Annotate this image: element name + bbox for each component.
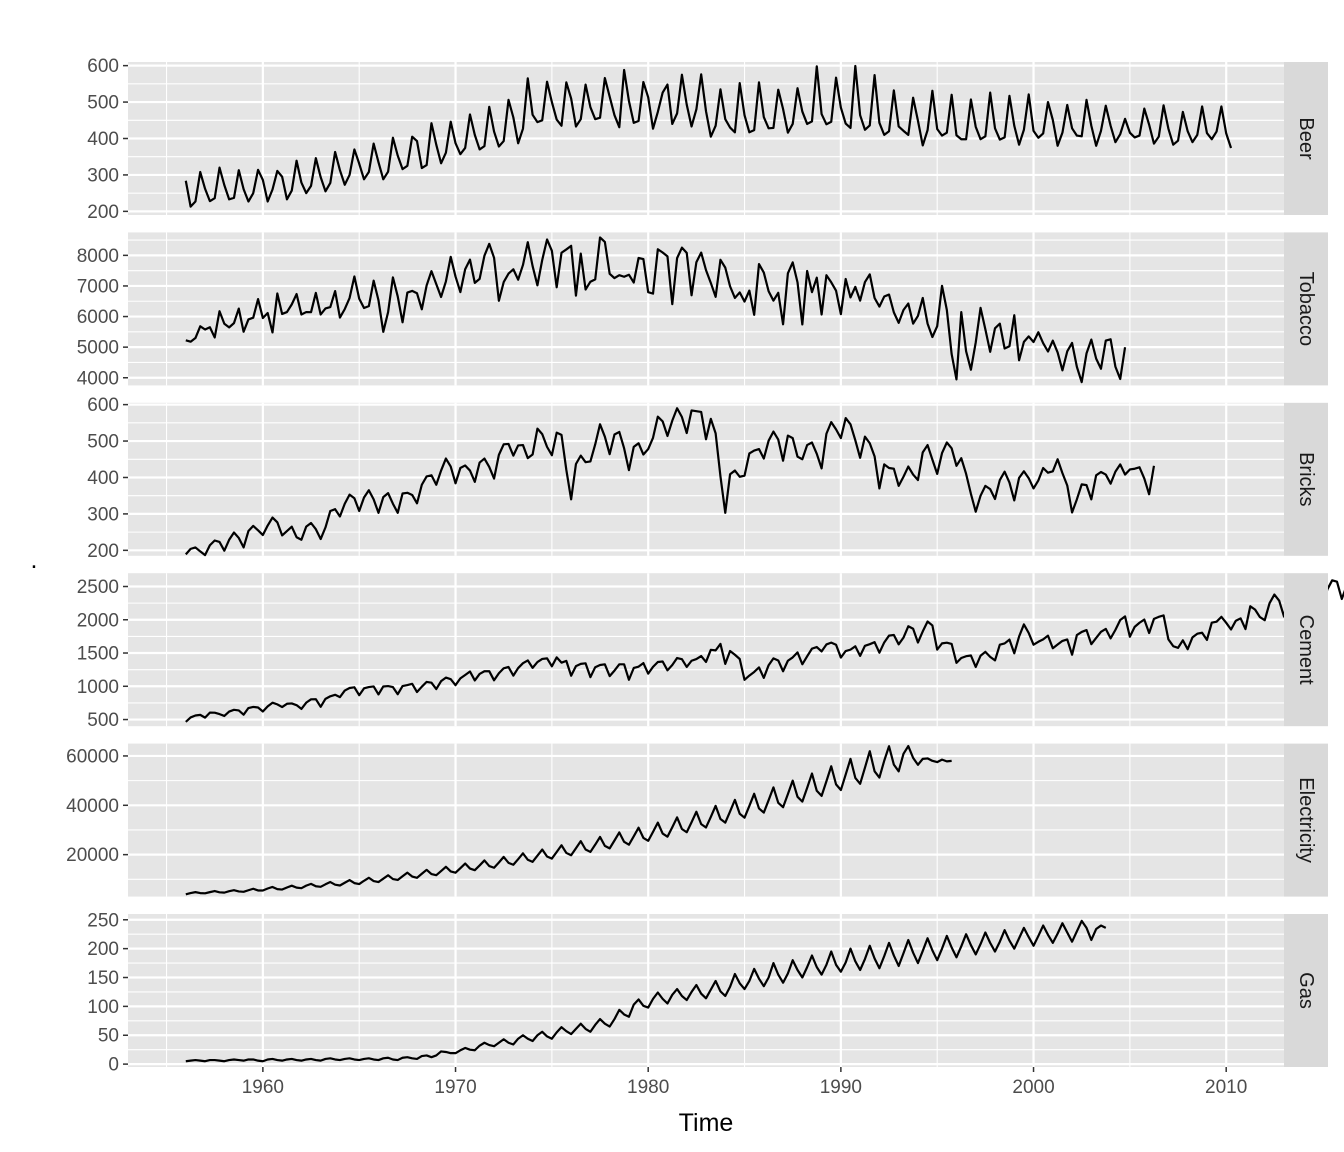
y-tick-label: 4000 [77,368,119,389]
y-tick-label: 40000 [66,796,119,817]
y-tick-label: 300 [87,504,119,525]
y-tick-label: 7000 [77,276,119,297]
y-tick-label: 2000 [77,610,119,631]
panel-background [128,743,1284,897]
series-line-beer [184,64,1233,208]
y-tick-label: 20000 [66,845,119,866]
x-tick-label: 1970 [434,1077,476,1098]
y-tick-label: 100 [87,997,119,1018]
y-tick-label: 5000 [77,338,119,359]
facet-strip-label: Electricity [1295,777,1317,863]
y-tick-label: 500 [87,432,119,453]
facet-strip-label: Gas [1295,972,1317,1009]
y-tick-label: 400 [87,468,119,489]
panel-electricity: 20000 40000 60000 Electricity [66,743,1328,897]
y-tick-label: 500 [87,710,119,731]
series-line-electricity [185,744,952,896]
x-axis: 1960 1970 1980 1990 2000 2010 [242,1067,1247,1098]
facet-strip [1284,232,1328,386]
x-tick-label: 2000 [1012,1077,1054,1098]
facet-strip-label: Beer [1295,117,1317,160]
panel-beer: 200 300 400 500 600 Beer [87,56,1328,223]
facet-strip [1284,914,1328,1067]
facet-strip [1284,743,1328,897]
panel-bricks: 200 300 400 500 600 Bricks [87,395,1328,562]
y-tick-label: 6000 [77,307,119,328]
facet-strip [1284,62,1328,215]
y-tick-label: 500 [87,93,119,114]
series-line-gas [185,919,1107,1063]
x-tick-label: 1990 [820,1077,862,1098]
y-tick-label: 50 [98,1026,119,1047]
y-tick-label: 1500 [77,644,119,665]
x-tick-label: 1980 [627,1077,669,1098]
facet-strip-label: Tobacco [1295,272,1317,347]
y-tick-label: 200 [87,202,119,223]
y-tick-label: 200 [87,939,119,960]
facet-panels: 200300400500600Beer40005000600070008000T… [66,56,1344,1076]
y-tick-label: 150 [87,968,119,989]
panel-background [128,573,1284,727]
panel-gas: 0 50 100 150 200 250 Gas [87,910,1328,1076]
panel-background [128,914,1284,1067]
panel-cement: 500 1000 1500 2000 2500 Cement [77,573,1344,731]
y-tick-label: 2500 [77,577,119,598]
facet-strip [1284,573,1328,727]
x-tick-label: 1960 [242,1077,284,1098]
y-tick-label: 60000 [66,746,119,767]
y-tick-label: 200 [87,541,119,562]
y-tick-label: 600 [87,395,119,416]
y-tick-label: 8000 [77,246,119,267]
y-tick-label: 1000 [77,677,119,698]
panel-background [128,232,1284,386]
x-axis-title: Time [679,1109,734,1137]
facet-strip [1284,402,1328,556]
y-tick-label: 250 [87,910,119,931]
y-tick-label: 0 [108,1055,119,1076]
series-line-tobacco [185,236,1127,384]
y-tick-label: 400 [87,129,119,150]
y-tick-label: 600 [87,56,119,77]
facet-strip-label: Bricks [1295,452,1317,506]
panel-tobacco: 4000 5000 6000 7000 8000 Tobacco [77,232,1328,389]
series-line-cement [185,579,1344,723]
y-tick-label: 300 [87,165,119,186]
series-line-bricks [184,407,1156,557]
panel-background [128,402,1284,556]
y-axis-title: . [31,546,38,574]
x-tick-label: 2010 [1205,1077,1247,1098]
facet-strip-label: Cement [1295,615,1317,685]
